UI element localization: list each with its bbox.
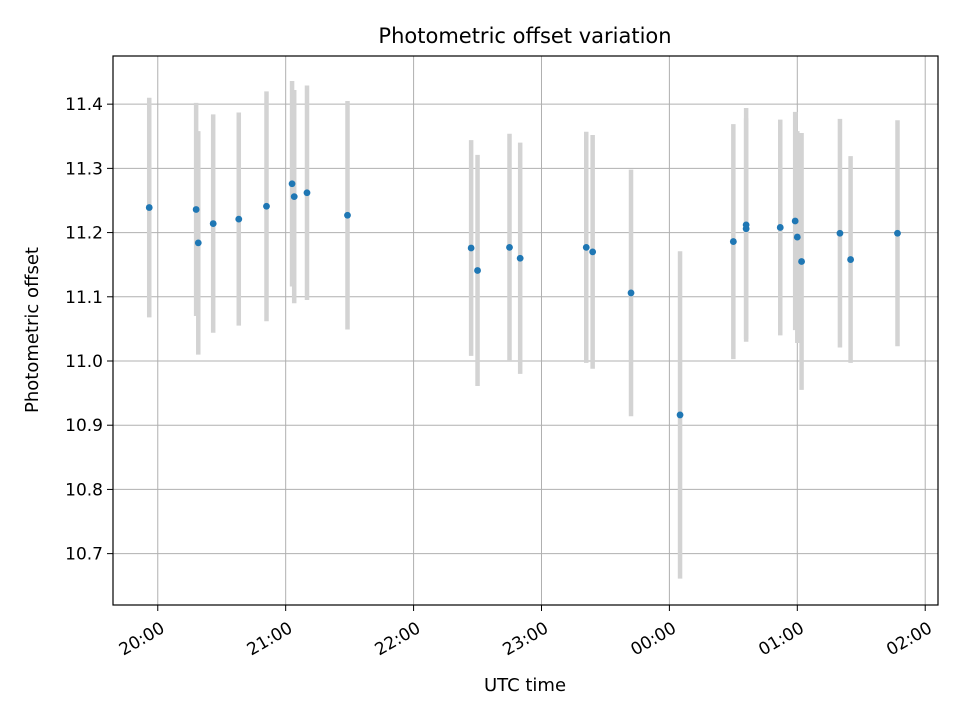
data-point (288, 180, 296, 188)
y-tick-label: 11.4 (65, 95, 103, 115)
y-tick-label: 11.2 (65, 224, 103, 244)
data-point (516, 254, 524, 262)
data-point (303, 189, 311, 197)
y-tick-label: 11.0 (65, 352, 103, 372)
y-tick-label: 10.9 (65, 416, 103, 436)
data-point (627, 289, 635, 297)
data-point (235, 215, 243, 223)
y-tick-label: 10.7 (65, 545, 103, 565)
data-point (793, 233, 801, 241)
data-point (506, 243, 513, 251)
data-point (290, 193, 298, 201)
data-point (582, 243, 590, 251)
data-point (145, 204, 153, 211)
y-tick-label: 11.3 (65, 159, 103, 179)
data-point (798, 258, 805, 265)
data-point (192, 206, 200, 213)
chart-title: Photometric offset variation (378, 24, 671, 48)
data-point (791, 217, 799, 225)
data-point (742, 221, 750, 229)
data-point (263, 202, 270, 210)
y-tick-label: 10.8 (65, 480, 103, 500)
data-point (776, 224, 784, 231)
y-tick-label: 11.1 (65, 288, 103, 308)
data-point (836, 229, 844, 237)
plot-frame (112, 55, 939, 606)
data-point (344, 211, 351, 219)
x-axis-label: UTC time (484, 675, 566, 696)
y-axis-label: Photometric offset (22, 247, 43, 413)
data-point (467, 244, 475, 252)
data-point (894, 229, 901, 237)
data-point (209, 220, 217, 227)
data-point (676, 411, 684, 419)
data-point (474, 267, 481, 274)
data-point (847, 256, 854, 263)
data-point (589, 248, 597, 256)
data-point (729, 238, 737, 245)
data-points (145, 180, 901, 419)
data-point (194, 239, 202, 247)
